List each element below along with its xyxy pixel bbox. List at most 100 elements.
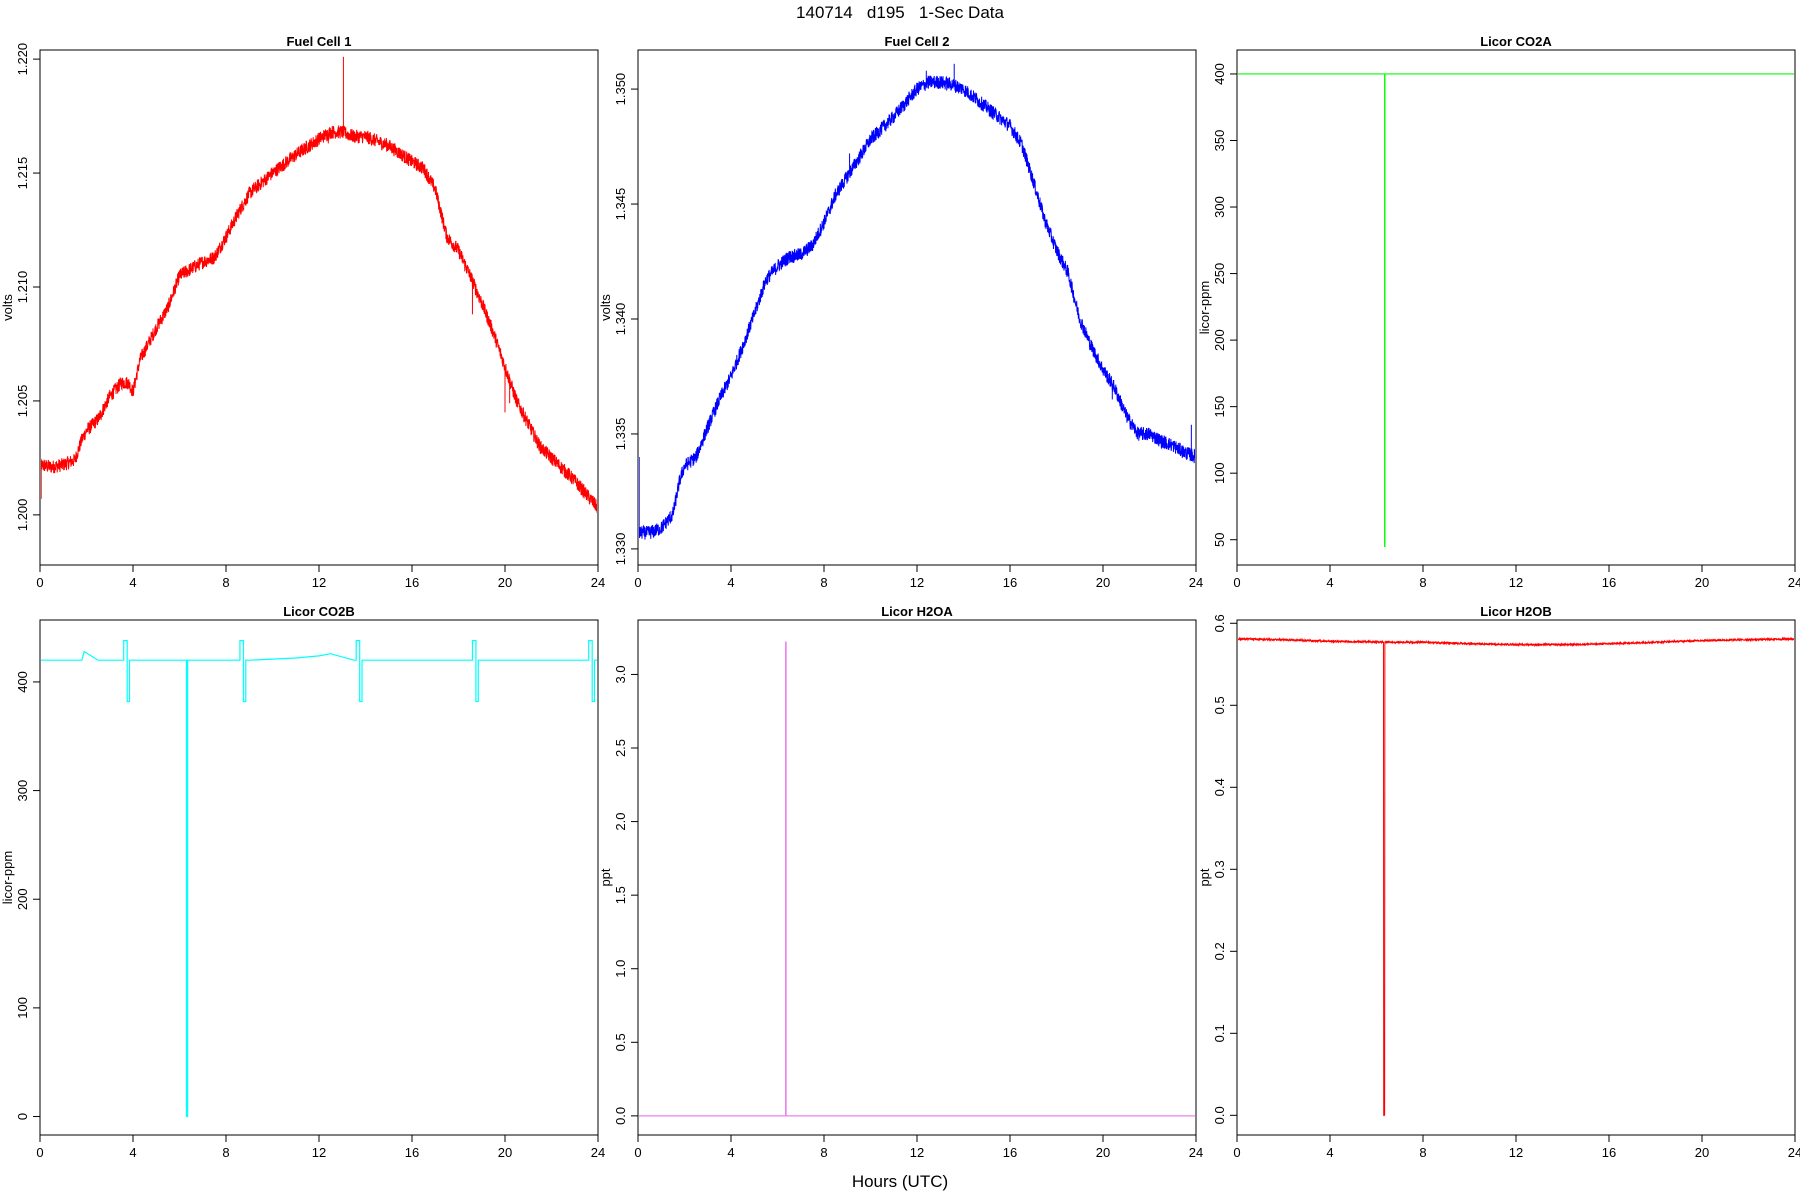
y-tick-label: 1.200 [15,499,30,532]
y-axis-label: volts [598,294,613,321]
x-tick-label: 0 [1233,575,1240,590]
plot-frame [637,619,1197,1136]
panel-title: Licor CO2B [283,604,355,619]
y-tick-label: 1.5 [613,886,628,904]
y-tick-label: 400 [15,671,30,693]
plot-frame [637,49,1197,566]
chart-panel-3: Licor CO2A 0 4 8 12 16 20 24 50 100 150 200 250 300 35… [1197,34,1800,590]
y-tick-label: 350 [1212,130,1227,152]
y-tick-label: 1.330 [613,533,628,566]
y-axis-label: licor-ppm [1197,281,1212,334]
series-line [639,641,1195,1117]
x-tick-label: 12 [910,1145,924,1160]
series-line [1238,73,1794,547]
x-tick-label: 4 [727,575,734,590]
x-tick-label: 4 [727,1145,734,1160]
panel-title: Fuel Cell 2 [884,34,949,49]
panel-title: Fuel Cell 1 [286,34,351,49]
y-tick-label: 0.0 [613,1107,628,1125]
x-tick-label: 8 [1419,575,1426,590]
x-tick-label: 20 [1096,1145,1110,1160]
y-tick-label: 1.340 [613,303,628,336]
x-tick-label: 12 [1509,575,1523,590]
y-tick-label: 100 [15,997,30,1019]
x-tick-label: 24 [1189,575,1203,590]
y-axis-label: volts [0,294,15,321]
y-tick-label: 1.215 [15,157,30,190]
y-tick-label: 100 [1212,462,1227,484]
y-tick-label: 200 [1212,329,1227,351]
y-tick-label: 0.5 [613,1033,628,1051]
series-line [1238,636,1794,1117]
series-line [639,75,1195,540]
x-tick-label: 0 [1233,1145,1240,1160]
y-tick-label: 0.6 [1212,614,1227,632]
y-tick-label: 2.5 [613,739,628,757]
y-tick-label: 150 [1212,396,1227,418]
x-tick-label: 12 [312,575,326,590]
x-tick-label: 8 [222,1145,229,1160]
chart-panel-1: Fuel Cell 1 0 4 8 12 16 20 24 1.200 1.205 1.210 1.2… [0,34,605,590]
y-tick-label: 0.1 [1212,1024,1227,1042]
x-tick-label: 8 [820,1145,827,1160]
x-tick-label: 4 [1326,575,1333,590]
x-tick-label: 12 [1509,1145,1523,1160]
series-line [41,125,597,513]
x-tick-label: 16 [1602,1145,1616,1160]
x-tick-label: 24 [1788,575,1800,590]
x-tick-label: 20 [1096,575,1110,590]
x-tick-label: 16 [1602,575,1616,590]
x-tick-label: 16 [1003,1145,1017,1160]
y-tick-label: 300 [15,780,30,802]
y-tick-label: 0.3 [1212,860,1227,878]
chart-panel-4: Licor CO2B 0 4 8 12 16 20 24 0 100 200 300 400 licor-… [0,604,605,1160]
y-tick-label: 0.4 [1212,778,1227,796]
y-tick-label: 2.0 [613,813,628,831]
panel-title: Licor H2OB [1480,604,1552,619]
y-tick-label: 250 [1212,263,1227,285]
chart-panel-6: Licor H2OB 0 4 8 12 16 20 24 0.0 0.1 0.2 0.3 0.4 0.5 0… [1197,604,1800,1160]
y-tick-label: 1.220 [15,43,30,76]
y-tick-label: 50 [1212,532,1227,546]
y-tick-label: 0.2 [1212,942,1227,960]
y-tick-label: 0 [15,1113,30,1120]
y-tick-label: 200 [15,888,30,910]
x-tick-label: 0 [634,1145,641,1160]
x-tick-label: 24 [591,575,605,590]
chart-panel-2: Fuel Cell 2 0 4 8 12 16 20 24 1.330 1.335 1.340 1.3… [598,34,1203,590]
x-tick-label: 0 [36,575,43,590]
x-tick-label: 24 [1189,1145,1203,1160]
x-tick-label: 20 [1695,575,1709,590]
panel-title: Licor H2OA [881,604,953,619]
x-tick-label: 20 [498,1145,512,1160]
x-tick-label: 20 [498,575,512,590]
x-tick-label: 4 [129,575,136,590]
x-tick-label: 8 [1419,1145,1426,1160]
x-tick-label: 24 [591,1145,605,1160]
y-tick-label: 1.0 [613,960,628,978]
panel-title: Licor CO2A [1480,34,1552,49]
x-tick-label: 16 [1003,575,1017,590]
y-axis-label: ppt [1197,868,1212,886]
y-tick-label: 1.205 [15,385,30,418]
x-tick-label: 0 [634,575,641,590]
y-tick-label: 0.0 [1212,1106,1227,1124]
y-tick-label: 300 [1212,196,1227,218]
x-tick-label: 12 [312,1145,326,1160]
y-tick-label: 1.345 [613,188,628,221]
y-tick-label: 1.335 [613,418,628,451]
y-tick-label: 1.350 [613,73,628,106]
x-tick-label: 12 [910,575,924,590]
x-tick-label: 20 [1695,1145,1709,1160]
x-tick-label: 24 [1788,1145,1800,1160]
x-tick-label: 4 [1326,1145,1333,1160]
y-tick-label: 0.5 [1212,696,1227,714]
x-tick-label: 8 [222,575,229,590]
y-axis-label: ppt [598,868,613,886]
series-line [41,640,597,1118]
x-tick-label: 16 [405,1145,419,1160]
plot-frame [1236,49,1796,566]
y-tick-label: 3.0 [613,665,628,683]
figure-title: 140714 d195 1-Sec Data [796,3,1004,22]
